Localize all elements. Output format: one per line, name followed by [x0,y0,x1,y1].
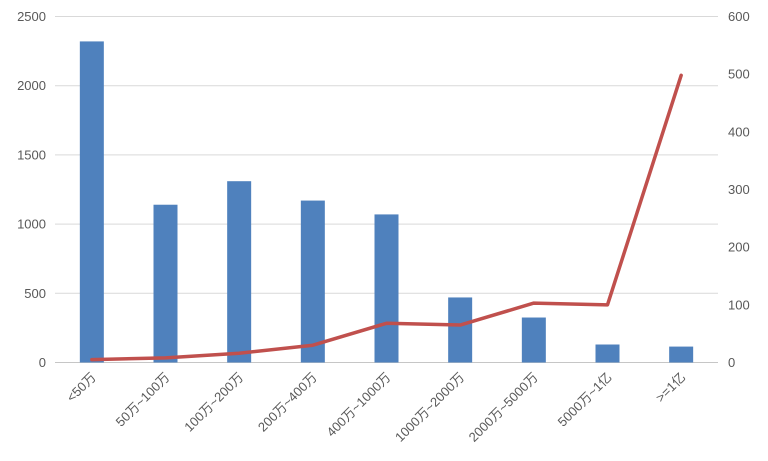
left-axis-tick-label: 500 [24,286,46,301]
left-axis-tick-label: 2500 [17,9,46,24]
right-axis-tick-label: 500 [728,67,750,82]
left-axis-tick-label: 1500 [17,147,46,162]
bar-50万~100万 [153,204,178,363]
x-axis-category-label: 200万~400万 [255,370,320,435]
x-axis-category-label: 100万~200万 [181,370,246,435]
bar-1000万~2000万 [448,297,473,363]
bar-100万~200万 [227,181,252,363]
right-axis-tick-label: 400 [728,124,750,139]
bar-5000万~1亿 [595,344,620,363]
x-axis-category-label: <50万 [64,370,99,405]
x-axis-category-label: 5000万~1亿 [555,370,615,430]
bar-2000万~5000万 [521,317,546,363]
x-axis-category-label: 2000万~5000万 [466,370,541,445]
right-axis-tick-label: 600 [728,9,750,24]
x-axis-category-label: >=1亿 [653,370,689,406]
bar-<50万 [79,41,104,363]
right-axis-tick-label: 0 [728,355,735,370]
x-axis-category-label: 1000万~2000万 [392,370,467,445]
left-axis-tick-label: 0 [39,355,46,370]
bar->=1亿 [669,346,694,363]
right-axis-tick-label: 100 [728,297,750,312]
bar-200万~400万 [300,200,325,363]
left-axis-tick-label: 2000 [17,78,46,93]
right-axis-tick-label: 300 [728,182,750,197]
right-axis-tick-label: 200 [728,240,750,255]
bar-400万~1000万 [374,214,399,363]
left-axis-tick-label: 1000 [17,217,46,232]
line-series [90,73,683,362]
x-axis-category-label: 50万~100万 [113,370,173,430]
x-axis-category-label: 400万~1000万 [323,370,393,440]
